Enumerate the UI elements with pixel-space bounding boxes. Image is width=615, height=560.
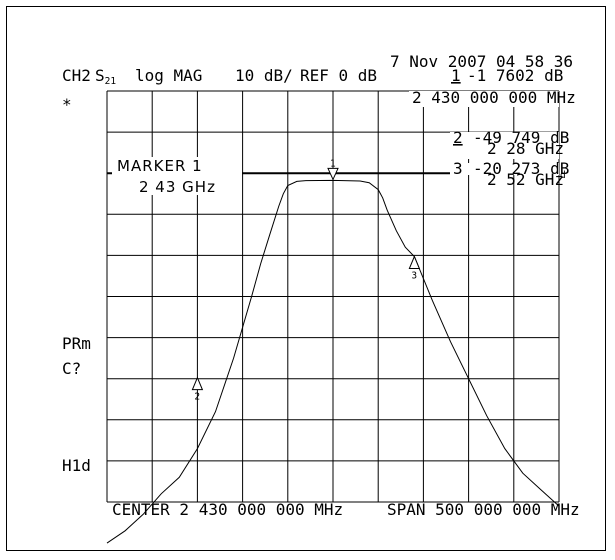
marker3-flag: d (560, 170, 566, 181)
marker2-readout-bg (450, 132, 559, 159)
marker-1-triangle (327, 167, 339, 181)
marker2-value: -49 749 dB (473, 128, 569, 147)
active-marker-number: 1 (451, 66, 461, 85)
marker2-frequency: 2 28 GHz (487, 139, 564, 158)
marker-3-label: 3 (411, 271, 417, 282)
reference-label: REF 0 dB (300, 66, 377, 85)
prm-label: PRm (62, 334, 91, 353)
hld-label: H1d (62, 456, 91, 475)
parameter-label: S21 (95, 66, 116, 87)
star-label: * (62, 95, 72, 114)
format-label: log MAG (135, 66, 202, 85)
marker-box-bg (112, 157, 242, 195)
timestamp: 7 Nov 2007 04 58 36 (390, 52, 573, 71)
marker3-readout-bg (450, 163, 559, 175)
marker2-number: 2 (453, 128, 463, 147)
scale-label: 10 dB/ (235, 66, 293, 85)
channel-label: CH2 (62, 66, 91, 85)
span-frequency: SPAN 500 000 000 MHz (387, 500, 580, 519)
marker-box-title: MARKER 1 (117, 157, 203, 175)
center-frequency: CENTER 2 430 000 000 MHz (112, 500, 343, 519)
c2-label: C? (62, 359, 81, 378)
active-marker-value: -1 7602 dB (467, 66, 563, 85)
marker-2-triangle (191, 376, 204, 391)
marker3-frequency: 2 52 GHz (487, 170, 564, 189)
analyzer-screen: 7 Nov 2007 04 58 36 CH2 S21 log MAG 10 d… (6, 6, 606, 551)
marker1-readout-bg (409, 91, 559, 107)
graticule (106, 90, 560, 503)
marker-symbols: 1 2 3 (191, 158, 421, 403)
marker-1-label: 1 (330, 158, 336, 169)
marker1-frequency: 2 430 000 000 MHz (412, 88, 576, 107)
marker3-value: -20 273 dB (473, 159, 569, 178)
marker-2-label: 2 (194, 392, 200, 403)
marker3-number: 3 (453, 159, 463, 178)
marker-3-triangle (408, 255, 421, 270)
plot-area: 7 Nov 2007 04 58 36 CH2 S21 log MAG 10 d… (62, 52, 580, 544)
marker-box-value: 2 43 GHz (139, 178, 216, 196)
